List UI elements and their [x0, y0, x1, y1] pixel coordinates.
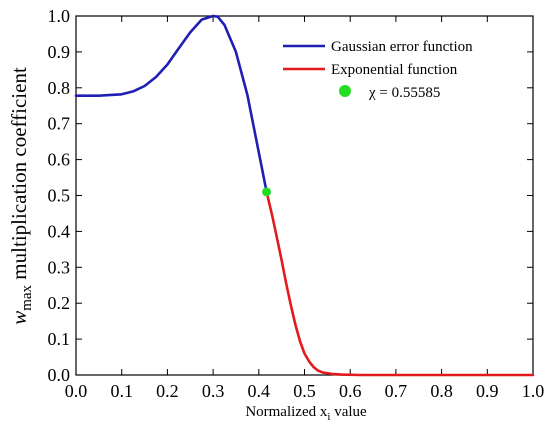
y-tick-label: 0.5: [48, 186, 71, 206]
x-tick-label: 1.0: [522, 381, 545, 401]
x-tick-label: 0.9: [476, 381, 499, 401]
y-tick-label: 0.6: [48, 150, 71, 170]
legend-marker-label: χ = 0.55585: [368, 85, 440, 101]
x-tick-label: 0.4: [248, 381, 271, 401]
legend-marker-swatch: [339, 85, 351, 97]
y-tick-label: 0.0: [48, 365, 71, 385]
x-tick-label: 0.8: [430, 381, 453, 401]
y-tick-label: 0.4: [48, 221, 71, 241]
x-tick-label: 0.2: [156, 381, 179, 401]
series-line-exponential-function: [265, 190, 535, 377]
x-axis-title: Normalized xi value: [245, 404, 367, 423]
series-line-gaussian-error-function: [74, 14, 268, 194]
x-tick-label: 0.7: [385, 381, 408, 401]
y-tick-label: 0.2: [48, 293, 71, 313]
y-tick-label: 0.1: [48, 329, 71, 349]
legend-label-exponential: Exponential function: [331, 62, 458, 78]
legend-label-gaussian: Gaussian error function: [331, 39, 473, 55]
y-tick-label: 0.7: [48, 114, 71, 134]
x-tick-label: 0.6: [339, 381, 362, 401]
y-tick-label: 0.3: [48, 257, 71, 277]
x-tick-label: 0.0: [65, 381, 88, 401]
y-tick-label: 0.8: [48, 78, 71, 98]
y-axis-title: wmax multiplication coefficient: [7, 67, 35, 325]
chi-marker-point: [262, 187, 272, 197]
y-tick-label: 1.0: [48, 6, 71, 26]
x-tick-label: 0.1: [110, 381, 133, 401]
x-tick-label: 0.3: [202, 381, 225, 401]
x-tick-label: 0.5: [293, 381, 316, 401]
y-tick-label: 0.9: [48, 42, 71, 62]
